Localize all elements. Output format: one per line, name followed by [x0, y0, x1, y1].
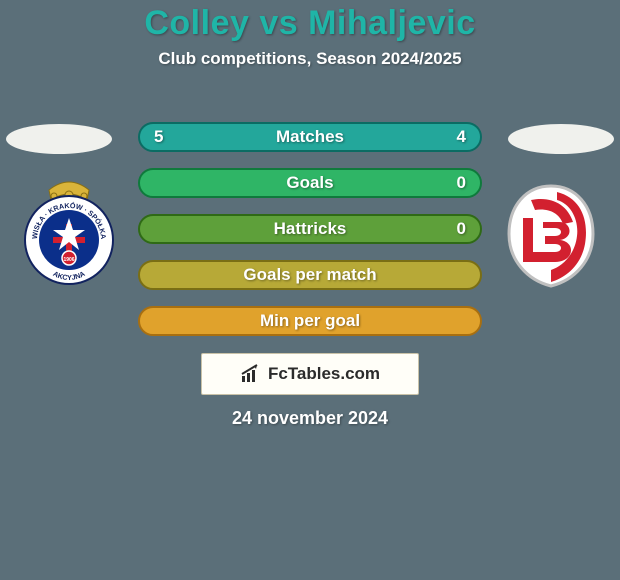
comparison-infographic: Colley vs Mihaljevic Club competitions, … — [0, 0, 620, 580]
right-club-badge — [501, 178, 601, 288]
watermark: FcTables.com — [201, 353, 419, 395]
date-label: 24 november 2024 — [0, 408, 620, 429]
left-ellipse — [6, 124, 112, 154]
right-ellipse — [508, 124, 614, 154]
stat-bar-goals-per-match: Goals per match — [138, 260, 482, 290]
stat-bar-matches: 5 Matches 4 — [138, 122, 482, 152]
subtitle: Club competitions, Season 2024/2025 — [0, 49, 620, 69]
watermark-text: FcTables.com — [268, 364, 380, 384]
stat-label: Hattricks — [274, 219, 347, 239]
stat-right-value: 0 — [457, 219, 466, 239]
stat-label: Goals per match — [243, 265, 376, 285]
stat-label: Goals — [286, 173, 333, 193]
stat-left-value: 5 — [154, 127, 163, 147]
wisla-krakow-crest-icon: 1906 WISŁA · KRAKÓW · SPÓŁKA AKCYJNA — [19, 178, 119, 288]
stat-label: Min per goal — [260, 311, 360, 331]
stat-bars: 5 Matches 4 Goals 0 Hattricks 0 Goals pe… — [138, 122, 482, 352]
left-club-badge: 1906 WISŁA · KRAKÓW · SPÓŁKA AKCYJNA — [19, 178, 119, 288]
stat-label: Matches — [276, 127, 344, 147]
stat-right-value: 0 — [457, 173, 466, 193]
stat-right-value: 4 — [457, 127, 466, 147]
page-title: Colley vs Mihaljevic — [0, 0, 620, 43]
chart-growth-icon — [240, 364, 262, 384]
stat-bar-goals: Goals 0 — [138, 168, 482, 198]
svg-text:1906: 1906 — [63, 257, 74, 263]
lks-lodz-crest-icon — [501, 178, 601, 288]
stat-bar-min-per-goal: Min per goal — [138, 306, 482, 336]
stat-bar-hattricks: Hattricks 0 — [138, 214, 482, 244]
